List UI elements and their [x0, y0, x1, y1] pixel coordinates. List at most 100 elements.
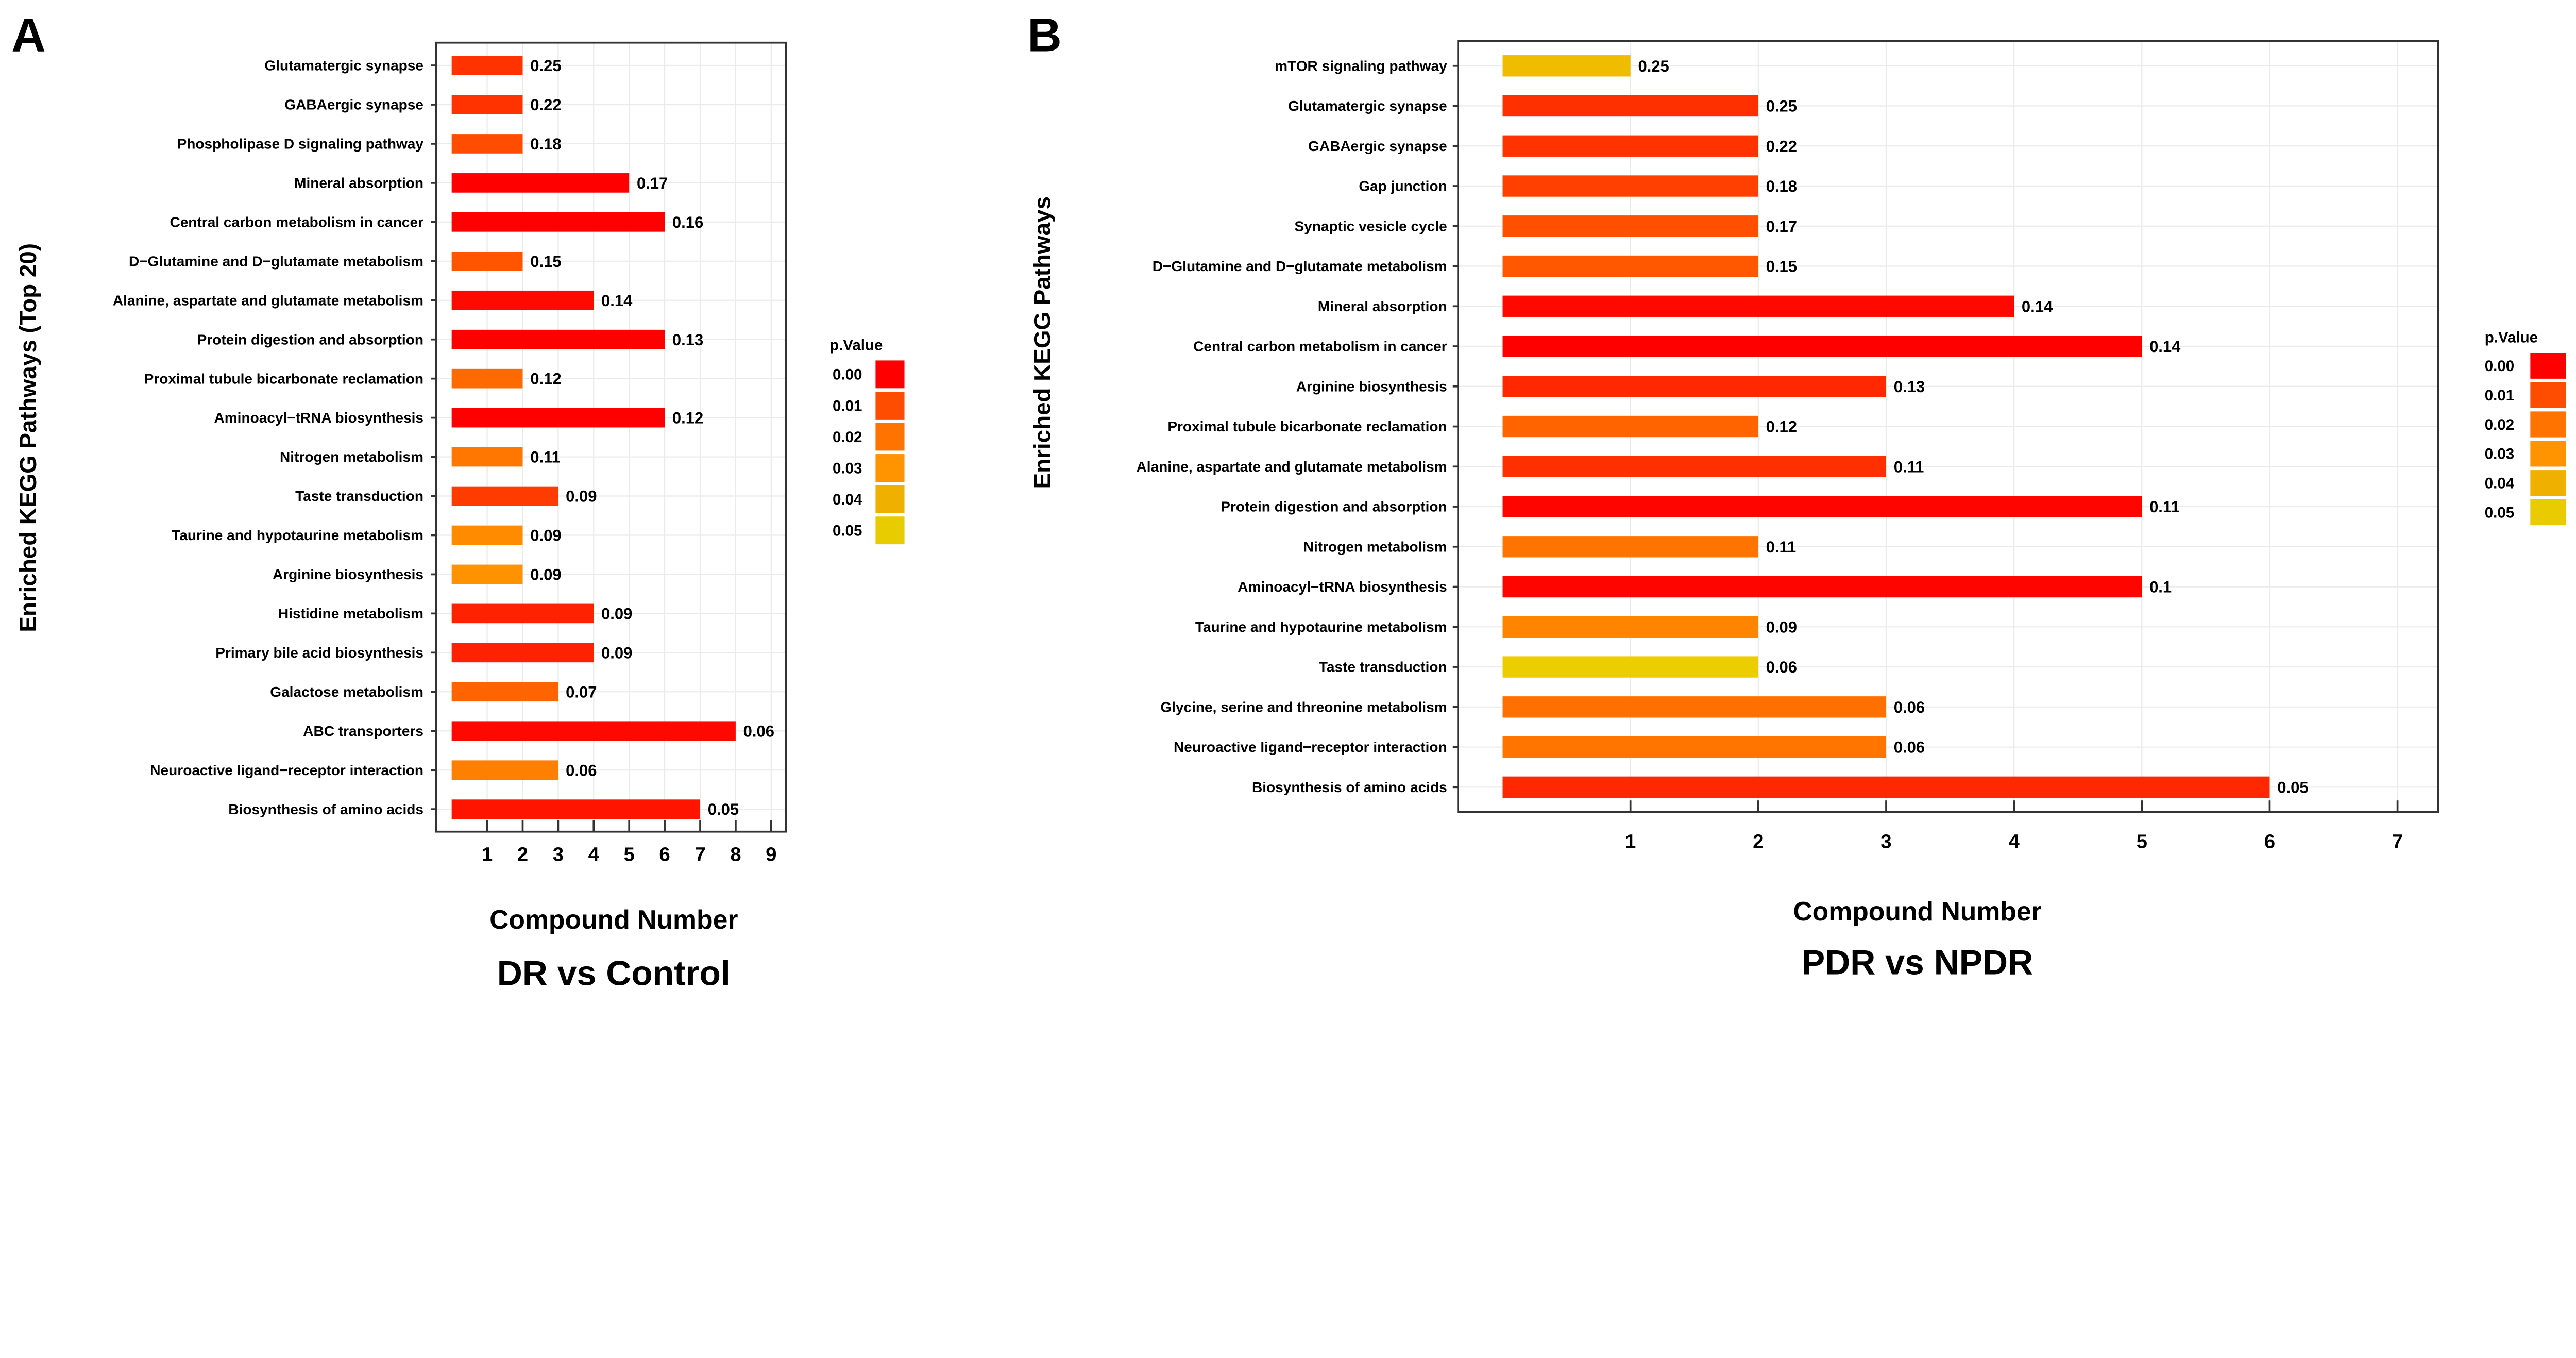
category-label: Proximal tubule bicarbonate reclamation — [1167, 418, 1447, 434]
data-label: 0.09 — [601, 644, 632, 662]
category-label: Aminoacyl−tRNA biosynthesis — [214, 410, 423, 426]
legend-swatch — [2530, 411, 2566, 438]
category-label: Synaptic vesicle cycle — [1294, 218, 1447, 234]
legend-label: 0.05 — [833, 523, 862, 540]
data-label: 0.09 — [530, 566, 561, 584]
bar — [451, 486, 558, 506]
bar — [451, 95, 523, 114]
chart-title: PDR vs NPDR — [1802, 943, 2033, 982]
category-label: Proximal tubule bicarbonate reclamation — [144, 371, 423, 387]
category-label: Phospholipase D signaling pathway — [177, 136, 424, 152]
legend-swatch — [2530, 441, 2566, 467]
data-label: 0.05 — [708, 800, 739, 818]
bar — [1502, 175, 1758, 197]
legend-label: 0.01 — [2485, 387, 2514, 404]
x-tick-label: 1 — [482, 844, 493, 866]
legend-swatch — [2530, 382, 2566, 408]
data-label: 0.12 — [530, 370, 561, 388]
bar — [451, 564, 523, 584]
category-label: Arginine biosynthesis — [1296, 378, 1447, 394]
legend-label: 0.02 — [2485, 416, 2514, 433]
bar — [1502, 616, 1758, 638]
category-label: Nitrogen metabolism — [280, 449, 423, 465]
category-label: Central carbon metabolism in cancer — [1193, 339, 1447, 355]
bar — [1502, 536, 1758, 558]
plot-background — [436, 42, 786, 832]
legend-swatch — [875, 454, 905, 482]
legend-swatch — [2530, 499, 2566, 526]
data-label: 0.12 — [1766, 418, 1797, 436]
bar — [451, 525, 523, 545]
bar — [1502, 496, 2142, 517]
data-label: 0.25 — [530, 57, 561, 75]
x-tick-label: 9 — [766, 844, 776, 866]
data-label: 0.06 — [743, 722, 774, 740]
category-label: GABAergic synapse — [284, 97, 423, 113]
category-label: Neuroactive ligand−receptor interaction — [1174, 739, 1447, 755]
bar — [1502, 696, 1886, 718]
x-tick-label: 5 — [624, 844, 635, 866]
legend-label: 0.01 — [833, 397, 862, 414]
panel-a: A 0.25 Glutamatergic synapse 0.22 GABAergic … — [11, 8, 905, 993]
legend-swatch — [875, 360, 905, 389]
data-label: 0.22 — [530, 96, 561, 114]
legend-swatch — [875, 391, 905, 420]
legend: p.Value 0.00 0.01 0.02 0.03 0.04 0.05 — [2485, 329, 2566, 526]
x-tick-label: 4 — [2008, 830, 2020, 852]
bar — [1502, 576, 2142, 598]
category-label: Mineral absorption — [294, 175, 423, 191]
category-label: Nitrogen metabolism — [1303, 539, 1447, 555]
category-label: Taste transduction — [1319, 659, 1447, 675]
data-label: 0.14 — [2022, 297, 2053, 315]
bar — [1502, 736, 1886, 758]
bar — [451, 212, 665, 232]
plot-border — [1457, 40, 2439, 813]
data-label: 0.18 — [1766, 177, 1797, 195]
x-tick-label: 1 — [1625, 830, 1636, 852]
x-tick-label: 3 — [553, 844, 564, 866]
data-label: 0.09 — [530, 527, 561, 545]
category-label: Protein digestion and absorption — [1221, 499, 1447, 515]
bar — [1502, 415, 1758, 438]
panel-b: B 0.25 mTOR signaling pathway 0.25 Glutamate… — [1027, 8, 2566, 982]
legend-label: 0.03 — [833, 460, 862, 477]
bar — [1502, 295, 2014, 317]
data-label: 0.17 — [1766, 217, 1797, 236]
bar — [1502, 95, 1758, 117]
bar — [451, 447, 523, 467]
x-axis-title: Compound Number — [1793, 896, 2041, 926]
x-tick-label: 7 — [2392, 830, 2403, 852]
category-label: Gap junction — [1359, 178, 1447, 194]
category-label: Glutamatergic synapse — [1288, 98, 1447, 114]
category-label: Mineral absorption — [1318, 298, 1447, 314]
data-label: 0.11 — [530, 448, 561, 466]
legend-swatch — [2530, 353, 2566, 379]
x-tick-label: 2 — [517, 844, 528, 866]
bar — [451, 603, 594, 624]
data-label: 0.14 — [601, 292, 633, 310]
bar — [1502, 55, 1631, 77]
category-label: Alanine, aspartate and glutamate metabol… — [1137, 459, 1447, 475]
x-axis-title: Compound Number — [489, 904, 738, 934]
category-label: Glutamatergic synapse — [264, 58, 423, 74]
legend-label: 0.05 — [2485, 504, 2514, 521]
bar — [451, 290, 594, 310]
data-label: 0.11 — [1766, 538, 1797, 556]
data-label: 0.13 — [1894, 378, 1925, 396]
category-label: Alanine, aspartate and glutamate metabol… — [113, 292, 423, 308]
category-label: Galactose metabolism — [270, 684, 423, 700]
legend-title: p.Value — [2485, 329, 2538, 346]
x-tick-label: 3 — [1880, 830, 1891, 852]
bar — [1502, 776, 2270, 798]
category-label: ABC transporters — [303, 723, 423, 739]
bar — [451, 134, 523, 154]
legend-swatch — [875, 516, 905, 545]
bar — [1502, 255, 1758, 277]
category-label: D−Glutamine and D−glutamate metabolism — [129, 253, 423, 269]
legend-label: 0.04 — [2485, 475, 2515, 492]
data-label: 0.25 — [1766, 97, 1797, 115]
data-label: 0.11 — [2149, 498, 2180, 516]
bar — [1502, 456, 1886, 477]
panel-letter: B — [1027, 8, 1062, 62]
kegg-enrichment-figure: A 0.25 Glutamatergic synapse 0.22 GABAergic … — [11, 8, 2566, 993]
